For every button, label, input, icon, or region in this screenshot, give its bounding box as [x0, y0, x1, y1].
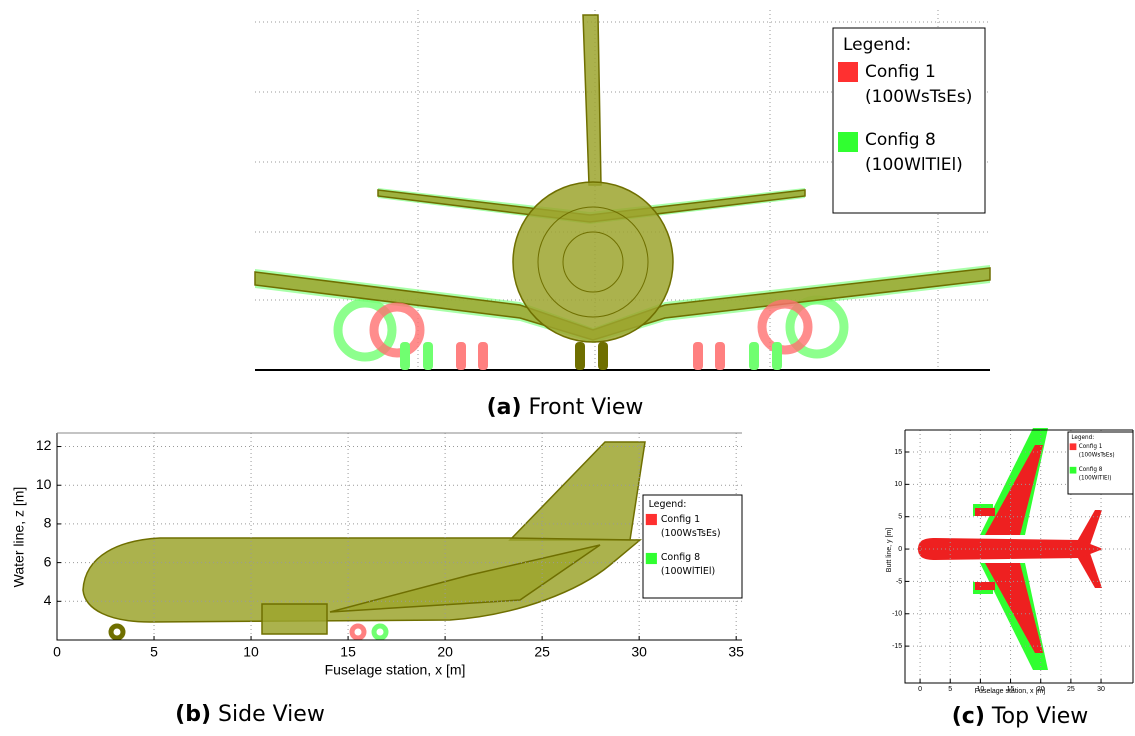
front-aircraft-part: [400, 342, 410, 370]
legend-detail: (100WlTlEl): [865, 155, 963, 175]
front-aircraft-part: [749, 342, 759, 370]
front-aircraft-part: [583, 15, 601, 185]
x-tick-label: 5: [150, 643, 158, 659]
y-tick-label: -15: [892, 643, 902, 650]
front-aircraft-part: [478, 342, 488, 370]
caption: (a) Front View: [487, 395, 644, 420]
front-aircraft-part: [715, 342, 725, 370]
side-aircraft: [83, 442, 645, 638]
caption: (b) Side View: [175, 702, 325, 727]
front-aircraft-part: [762, 304, 808, 350]
caption-label: (c): [952, 704, 985, 729]
caption: (c) Top View: [952, 704, 1088, 729]
legend-swatch: [838, 62, 858, 82]
x-tick-label: 0: [53, 643, 61, 659]
legend-label: Config 1: [661, 514, 700, 525]
y-axis-label: Butt line, y [m]: [886, 528, 893, 572]
y-tick-label: -10: [892, 611, 902, 618]
legend-box: [643, 495, 742, 598]
front-aircraft-part: [423, 342, 433, 370]
y-tick-label: 4: [44, 592, 52, 608]
x-axis-label: Fuselage station, x [m]: [325, 662, 466, 678]
x-tick-label: 20: [437, 643, 453, 659]
x-tick-label: 10: [243, 643, 259, 659]
top-aircraft-part: [975, 582, 995, 590]
y-tick-label: -5: [896, 578, 902, 585]
legend-label: Config 1: [1079, 444, 1103, 450]
legend-label: Config 8: [661, 552, 700, 563]
legend-box: [1068, 432, 1133, 494]
x-axis-label: Fuselage station, x [m]: [975, 688, 1045, 695]
front-aircraft-part: [374, 307, 420, 353]
legend-label: Config 8: [865, 130, 936, 150]
legend-title: Legend:: [649, 499, 687, 510]
y-tick-label: 5: [898, 514, 902, 521]
x-tick-label: 25: [1067, 686, 1075, 693]
caption-label: (a): [487, 395, 522, 420]
side-aircraft-part: [510, 442, 645, 540]
legend-box: [833, 28, 985, 213]
front-aircraft-part: [693, 342, 703, 370]
front-aircraft-part: [513, 182, 673, 342]
legend-swatch: [1070, 443, 1077, 450]
top-aircraft-part: [1075, 510, 1102, 545]
front-aircraft-part: [598, 342, 608, 370]
caption-label: (b): [175, 702, 211, 727]
caption-text: Side View: [218, 702, 325, 727]
y-tick-label: 0: [898, 546, 902, 553]
y-tick-label: 10: [894, 481, 902, 488]
side-aircraft-part: [262, 604, 327, 634]
y-tick-label: 10: [36, 476, 52, 492]
x-tick-label: 30: [631, 643, 647, 659]
legend-detail: (100WsTsEs): [661, 528, 721, 539]
legend-title: Legend:: [843, 35, 911, 55]
legend-detail: (100WlTlEl): [1079, 475, 1112, 481]
y-tick-label: 8: [44, 515, 52, 531]
front-aircraft-part: [456, 342, 466, 370]
legend-swatch: [646, 514, 657, 525]
legend-detail: (100WsTsEs): [1079, 453, 1115, 459]
legend-label: Config 1: [865, 62, 936, 82]
side-aircraft-part: [111, 626, 123, 638]
side-aircraft-part: [374, 626, 386, 638]
top-aircraft-part: [975, 508, 995, 516]
legend-swatch: [646, 553, 657, 564]
caption-text: Top View: [991, 704, 1088, 729]
y-tick-label: 15: [894, 449, 902, 456]
side-aircraft-part: [352, 626, 364, 638]
y-tick-label: 12: [36, 437, 52, 453]
x-tick-label: 15: [340, 643, 356, 659]
legend-label: Config 8: [1079, 467, 1103, 473]
x-tick-label: 0: [918, 686, 922, 693]
y-tick-label: 6: [44, 553, 52, 569]
x-tick-label: 35: [728, 643, 744, 659]
y-axis-label: Water line, z [m]: [11, 487, 27, 588]
front-aircraft-part: [575, 342, 585, 370]
x-tick-label: 5: [948, 686, 952, 693]
legend-title: Legend:: [1071, 435, 1094, 441]
legend-swatch: [1070, 467, 1077, 474]
legend-detail: (100WsTsEs): [865, 87, 972, 107]
front-aircraft-part: [772, 342, 782, 370]
caption-text: Front View: [529, 395, 644, 420]
figure: Legend: Config 1 (100WsTsEs) Config 8 (100Wl…: [0, 0, 1135, 736]
x-tick-label: 25: [534, 643, 550, 659]
legend-swatch: [838, 132, 858, 152]
legend-detail: (100WlTlEl): [661, 566, 715, 577]
top-aircraft-part: [1075, 553, 1102, 588]
x-tick-label: 30: [1097, 686, 1105, 693]
